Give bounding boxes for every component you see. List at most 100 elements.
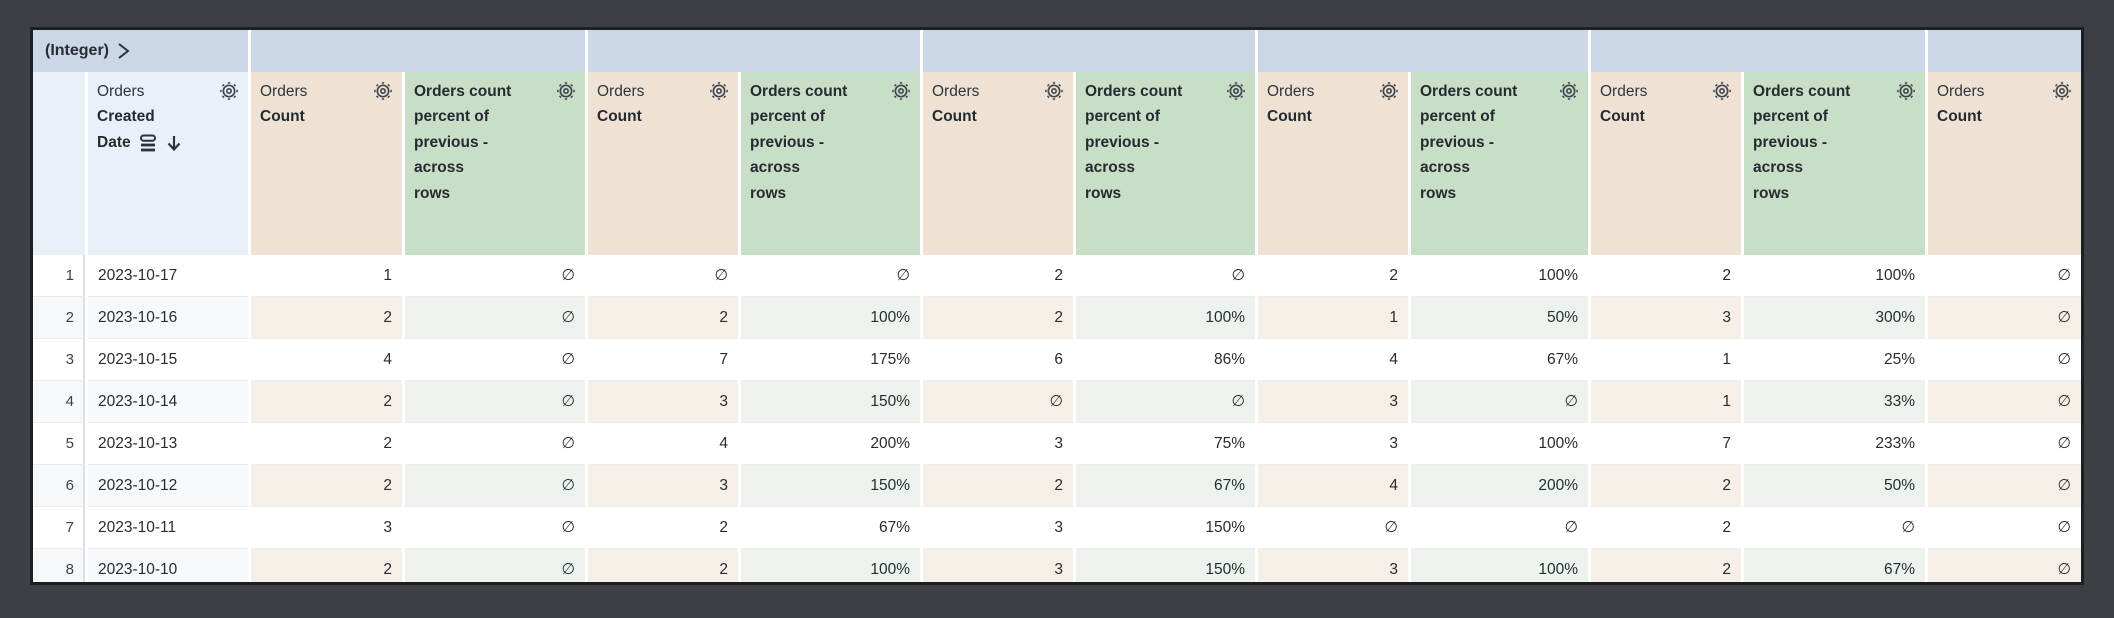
column-header-orders-count[interactable]: Orders Count: [1928, 72, 2081, 255]
percent-value-cell[interactable]: 67%: [1076, 465, 1255, 507]
count-value-cell[interactable]: 6: [923, 339, 1073, 381]
count-value-cell[interactable]: ∅: [923, 381, 1073, 423]
percent-value-cell[interactable]: ∅: [405, 381, 585, 423]
count-value-cell[interactable]: 2: [1591, 465, 1741, 507]
count-value-cell[interactable]: ∅: [588, 255, 738, 297]
count-value-cell[interactable]: 4: [1258, 339, 1408, 381]
count-value-cell[interactable]: 3: [1258, 381, 1408, 423]
count-value-cell[interactable]: 3: [1258, 549, 1408, 582]
percent-value-cell[interactable]: 150%: [741, 381, 920, 423]
count-value-cell[interactable]: 3: [588, 465, 738, 507]
count-value-cell[interactable]: 2: [923, 297, 1073, 339]
count-value-cell[interactable]: 2: [1591, 549, 1741, 582]
count-value-cell[interactable]: 2: [251, 297, 402, 339]
count-value-cell[interactable]: 2: [251, 549, 402, 582]
count-value-cell[interactable]: 3: [923, 423, 1073, 465]
gear-icon[interactable]: [373, 81, 393, 101]
percent-value-cell[interactable]: 25%: [1744, 339, 1925, 381]
count-value-cell[interactable]: 7: [588, 339, 738, 381]
percent-value-cell[interactable]: 100%: [1411, 423, 1588, 465]
column-header-orders-count-percent-of-previous[interactable]: Orders count percent of previous - acros…: [1744, 72, 1925, 255]
gear-icon[interactable]: [2052, 81, 2072, 101]
date-cell[interactable]: 2023-10-10: [88, 549, 248, 582]
percent-value-cell[interactable]: ∅: [1076, 381, 1255, 423]
gear-icon[interactable]: [219, 81, 239, 101]
gear-icon[interactable]: [1559, 81, 1579, 101]
column-header-orders-count[interactable]: Orders Count: [923, 72, 1073, 255]
count-value-cell[interactable]: 3: [251, 507, 402, 549]
percent-value-cell[interactable]: 86%: [1076, 339, 1255, 381]
column-header-orders-count[interactable]: Orders Count: [1258, 72, 1408, 255]
sort-descending-arrow-icon[interactable]: [165, 133, 183, 153]
count-value-cell[interactable]: 2: [1591, 507, 1741, 549]
count-value-cell[interactable]: 2: [251, 423, 402, 465]
date-cell[interactable]: 2023-10-15: [88, 339, 248, 381]
percent-value-cell[interactable]: ∅: [1411, 507, 1588, 549]
percent-value-cell[interactable]: 100%: [1411, 255, 1588, 297]
date-cell[interactable]: 2023-10-14: [88, 381, 248, 423]
count-value-cell[interactable]: ∅: [1928, 423, 2081, 465]
count-value-cell[interactable]: ∅: [1928, 507, 2081, 549]
percent-value-cell[interactable]: 100%: [1411, 549, 1588, 582]
count-value-cell[interactable]: 1: [1591, 339, 1741, 381]
count-value-cell[interactable]: 3: [1258, 423, 1408, 465]
count-value-cell[interactable]: ∅: [1258, 507, 1408, 549]
count-value-cell[interactable]: ∅: [1928, 465, 2081, 507]
percent-value-cell[interactable]: 67%: [741, 507, 920, 549]
percent-value-cell[interactable]: 50%: [1411, 297, 1588, 339]
count-value-cell[interactable]: ∅: [1928, 381, 2081, 423]
count-value-cell[interactable]: 2: [251, 465, 402, 507]
percent-value-cell[interactable]: 67%: [1744, 549, 1925, 582]
gear-icon[interactable]: [556, 81, 576, 101]
column-header-orders-count[interactable]: Orders Count: [251, 72, 402, 255]
percent-value-cell[interactable]: ∅: [405, 297, 585, 339]
percent-value-cell[interactable]: 300%: [1744, 297, 1925, 339]
gear-icon[interactable]: [1712, 81, 1732, 101]
percent-value-cell[interactable]: ∅: [1411, 381, 1588, 423]
percent-value-cell[interactable]: 175%: [741, 339, 920, 381]
count-value-cell[interactable]: 4: [588, 423, 738, 465]
column-header-orders-count[interactable]: Orders Count: [588, 72, 738, 255]
date-cell[interactable]: 2023-10-11: [88, 507, 248, 549]
count-value-cell[interactable]: 4: [1258, 465, 1408, 507]
date-granularity-icon[interactable]: [138, 133, 158, 153]
count-value-cell[interactable]: 2: [923, 255, 1073, 297]
gear-icon[interactable]: [1896, 81, 1916, 101]
percent-value-cell[interactable]: 200%: [1411, 465, 1588, 507]
count-value-cell[interactable]: 7: [1591, 423, 1741, 465]
percent-value-cell[interactable]: ∅: [405, 423, 585, 465]
gear-icon[interactable]: [709, 81, 729, 101]
percent-value-cell[interactable]: 100%: [741, 297, 920, 339]
date-cell[interactable]: 2023-10-12: [88, 465, 248, 507]
column-header-orders-count-percent-of-previous[interactable]: Orders count percent of previous - acros…: [1076, 72, 1255, 255]
count-value-cell[interactable]: ∅: [1928, 297, 2081, 339]
column-header-orders-count-percent-of-previous[interactable]: Orders count percent of previous - acros…: [1411, 72, 1588, 255]
gear-icon[interactable]: [1379, 81, 1399, 101]
gear-icon[interactable]: [1044, 81, 1064, 101]
count-value-cell[interactable]: 2: [588, 549, 738, 582]
count-value-cell[interactable]: ∅: [1928, 255, 2081, 297]
date-cell[interactable]: 2023-10-13: [88, 423, 248, 465]
percent-value-cell[interactable]: ∅: [405, 507, 585, 549]
gear-icon[interactable]: [1226, 81, 1246, 101]
percent-value-cell[interactable]: 233%: [1744, 423, 1925, 465]
percent-value-cell[interactable]: ∅: [741, 255, 920, 297]
percent-value-cell[interactable]: ∅: [405, 339, 585, 381]
percent-value-cell[interactable]: 75%: [1076, 423, 1255, 465]
count-value-cell[interactable]: 1: [1258, 297, 1408, 339]
count-value-cell[interactable]: 3: [923, 507, 1073, 549]
percent-value-cell[interactable]: 100%: [1744, 255, 1925, 297]
count-value-cell[interactable]: 3: [923, 549, 1073, 582]
count-value-cell[interactable]: 1: [1591, 381, 1741, 423]
count-value-cell[interactable]: 3: [1591, 297, 1741, 339]
count-value-cell[interactable]: 2: [1591, 255, 1741, 297]
count-value-cell[interactable]: 2: [251, 381, 402, 423]
column-header-orders-count-percent-of-previous[interactable]: Orders count percent of previous - acros…: [405, 72, 585, 255]
percent-value-cell[interactable]: ∅: [405, 549, 585, 582]
percent-value-cell[interactable]: 67%: [1411, 339, 1588, 381]
percent-value-cell[interactable]: ∅: [405, 465, 585, 507]
percent-value-cell[interactable]: 200%: [741, 423, 920, 465]
count-value-cell[interactable]: 1: [251, 255, 402, 297]
count-value-cell[interactable]: 2: [588, 297, 738, 339]
count-value-cell[interactable]: 2: [1258, 255, 1408, 297]
